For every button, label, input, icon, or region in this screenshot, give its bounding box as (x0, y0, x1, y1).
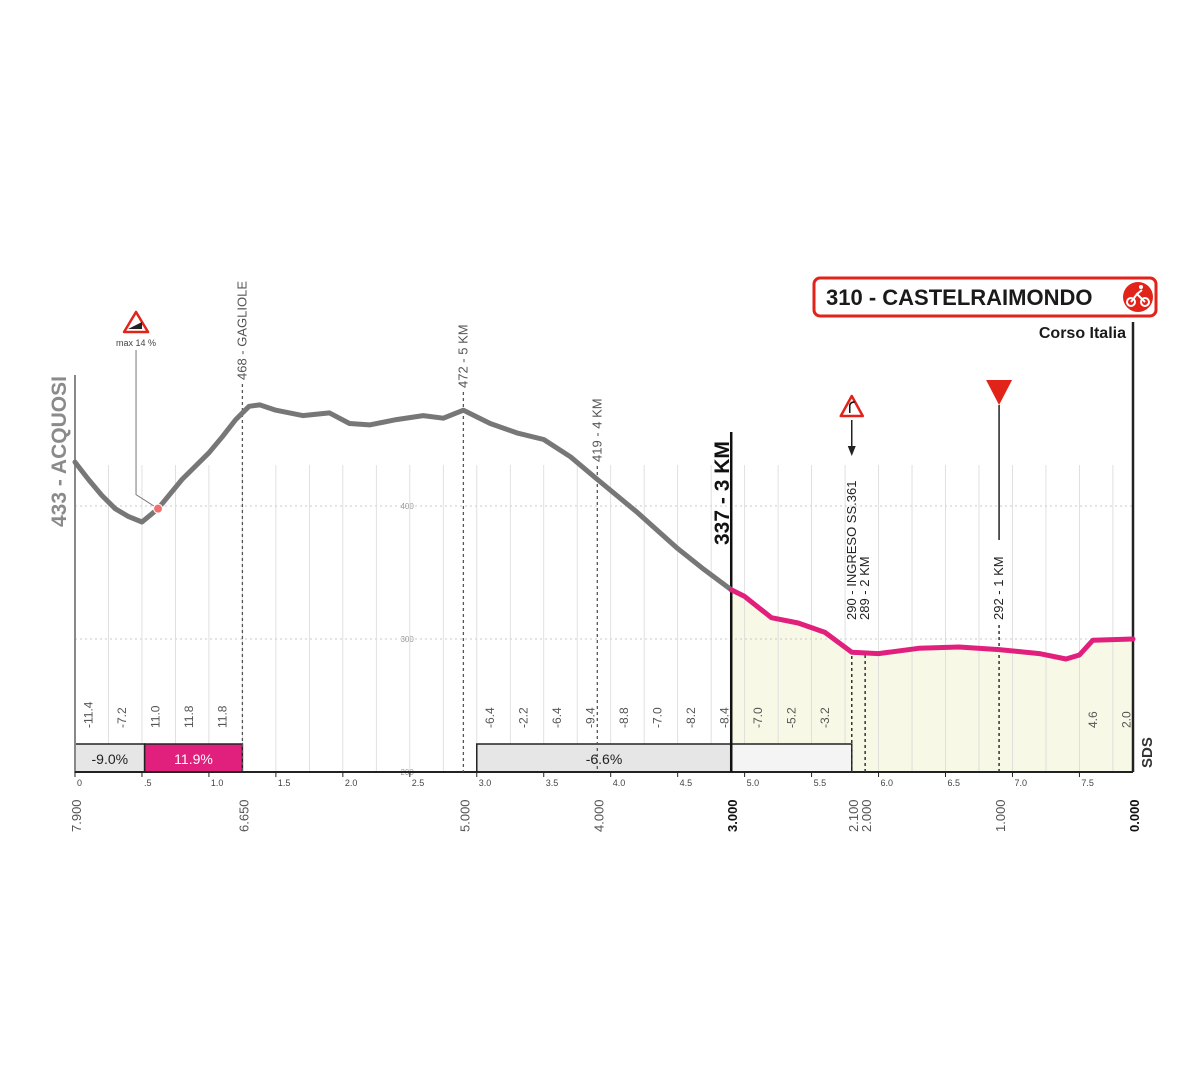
profile-line-layer (72, 402, 1136, 662)
markers-layer: 468 - GAGLIOLE 472 - 5 KM 419 - 4 KM 337 - … (116, 281, 1013, 772)
final-section-fill (731, 589, 1133, 772)
junction-label: 290 - INGRESO SS.361 (844, 481, 859, 620)
curve-warning-arrow (849, 401, 855, 413)
steep-warning-slope (128, 322, 143, 329)
y-tick-label: 400 (400, 502, 414, 511)
junction-arrow-head (847, 446, 856, 456)
remaining-distance-label: 6.650 (236, 799, 251, 832)
remaining-distance-label: 2.100 (846, 799, 861, 832)
gradient-label: -7.0 (651, 707, 665, 728)
finish-name: 310 - CASTELRAIMONDO (826, 285, 1092, 310)
steep-point-dot (153, 503, 164, 514)
x-tick-label: 4.5 (680, 778, 693, 788)
gradient-label: 11.8 (215, 705, 229, 728)
x-tick-label: 7.0 (1014, 778, 1027, 788)
slope-box (476, 743, 732, 773)
steep-warning-icon (122, 310, 150, 334)
remaining-distance-label: 2.000 (859, 799, 874, 832)
marker-label: 419 - 4 KM (589, 398, 604, 462)
start-label: 433 - ACQUOSI (48, 376, 71, 527)
gradient-label: -7.0 (751, 707, 765, 728)
grid-layer: 400300200 (74, 465, 1133, 777)
gradient-label: -8.8 (617, 707, 631, 728)
x-tick-label: 1.5 (278, 778, 291, 788)
finish-banner: 310 - CASTELRAIMONDO Corso Italia (812, 276, 1158, 342)
curve-warning-triangle (839, 394, 865, 418)
gradient-label: -7.2 (115, 707, 129, 728)
x-tick-label: 7.5 (1081, 778, 1094, 788)
x-tick-label: 6.5 (948, 778, 961, 788)
remaining-distance-label: 3.000 (725, 799, 740, 832)
x-tick-label: 3.5 (546, 778, 559, 788)
x-tick-label: 2.0 (345, 778, 358, 788)
flamme-rouge-icon (986, 380, 1013, 405)
x-tick-label: 0 (77, 778, 82, 788)
gradient-label: -11.4 (81, 701, 95, 728)
steep-point-label: max 14 % (116, 338, 156, 348)
x-tick-label: 5.0 (747, 778, 760, 788)
gradient-label: -9.4 (584, 707, 598, 728)
gradient-label: -6.4 (483, 707, 497, 728)
remaining-distance-label: 1.000 (993, 799, 1008, 832)
x-tick-label: 2.5 (412, 778, 425, 788)
marker-label: 472 - 5 KM (455, 324, 470, 388)
gradient-label: 4.6 (1086, 711, 1100, 728)
gradient-label: -3.2 (818, 707, 832, 728)
x-tick-label: 4.0 (613, 778, 626, 788)
remaining-distance-label: 4.000 (591, 799, 606, 832)
marker-label: 468 - GAGLIOLE (234, 281, 249, 380)
cyclist-finish-icon (1123, 282, 1153, 312)
finish-subtitle: Corso Italia (1039, 325, 1126, 342)
gradient-labels-layer: -11.4 -7.2 11.0 11.8 11.8 -6.4 -2.2 -6.4 -9.4 -8.… (81, 701, 1133, 728)
gradient-label: -6.4 (550, 707, 564, 728)
final-section-fill-layer (731, 589, 1133, 772)
x-tick-label: 5.5 (814, 778, 827, 788)
x-tick-label: 3.0 (479, 778, 492, 788)
x-tick-label: 1.0 (211, 778, 224, 788)
sds-logo: SDS (1139, 737, 1156, 768)
steep-point-leader (135, 350, 159, 510)
three-km-label: 337 - 3 KM (711, 441, 734, 545)
slope-box (730, 743, 853, 773)
slope-box-label: -9.0% (92, 751, 129, 767)
remaining-distance-label: 5.000 (457, 799, 472, 832)
slope-box-label: 11.9% (174, 751, 213, 767)
remaining-distance-label: 0.000 (1127, 799, 1142, 832)
remaining-distance-label: 7.900 (69, 799, 84, 832)
axis-layer: 0 .5 1.0 1.5 2.0 2.5 3.0 3.5 4.0 4.5 5.0 5.5 6.0 6.5 7… (69, 322, 1142, 832)
flamme-rouge-label: 292 - 1 KM (991, 556, 1006, 620)
curve-warning-icon (839, 394, 865, 418)
y-tick-label: 300 (400, 635, 414, 644)
km-marker-label: 289 - 2 KM (857, 556, 872, 620)
slope-box-label: -6.6% (586, 751, 623, 767)
gradient-label: -5.2 (784, 707, 798, 728)
gradient-label: 11.8 (182, 705, 196, 728)
steep-warning-triangle (122, 310, 150, 334)
x-tick-label: 6.0 (881, 778, 894, 788)
slope-box (143, 743, 244, 773)
profile-line (72, 402, 734, 593)
gradient-label: 2.0 (1119, 711, 1133, 728)
x-tick-label: .5 (144, 778, 152, 788)
final-section-line (728, 587, 1136, 662)
gradient-label: 11.0 (148, 705, 162, 728)
finish-banner-border (812, 276, 1158, 318)
slope-boxes-layer: -9.0% 11.9% -6.6% (74, 743, 853, 773)
gradient-label: -8.4 (718, 707, 732, 728)
gradient-label: -8.2 (684, 707, 698, 728)
gradient-label: -2.2 (517, 707, 531, 728)
